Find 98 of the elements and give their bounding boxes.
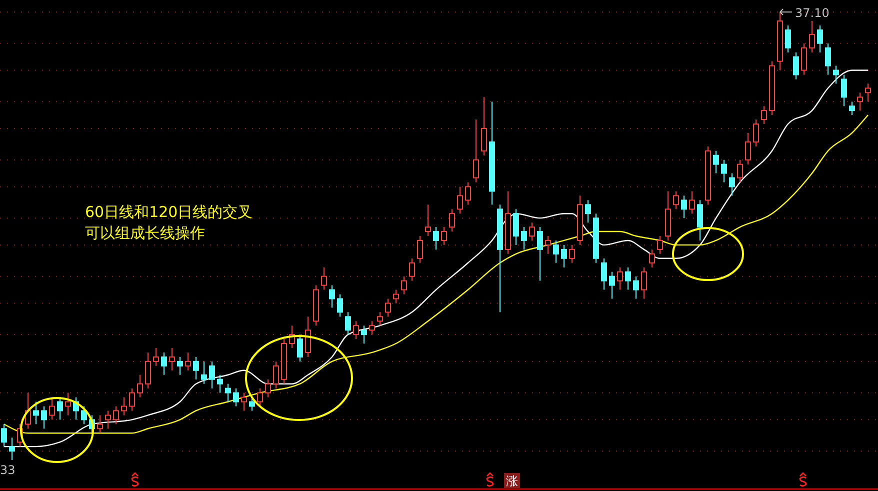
candlestick xyxy=(385,298,391,318)
candlestick xyxy=(49,396,55,420)
candlestick xyxy=(361,325,367,344)
candlestick xyxy=(105,410,111,430)
candlestick xyxy=(713,150,719,174)
candlestick xyxy=(201,360,207,384)
candlestick xyxy=(329,284,335,308)
candlestick xyxy=(209,360,215,389)
candlestick xyxy=(545,236,551,254)
candlestick xyxy=(473,119,479,183)
annotation: 可以组成长线操作 xyxy=(85,224,205,242)
candlestick xyxy=(193,356,199,380)
candlestick xyxy=(617,266,623,290)
candlestick xyxy=(305,316,311,358)
candlestick xyxy=(833,65,839,84)
candlestick xyxy=(345,312,351,336)
candlestick xyxy=(129,388,135,412)
candlestick xyxy=(377,312,383,326)
candlestick xyxy=(761,106,767,124)
candlestick xyxy=(369,320,375,336)
annotation: 37.10 xyxy=(795,6,830,20)
candlestick xyxy=(33,401,39,425)
candlestick xyxy=(513,208,519,246)
candlestick xyxy=(449,208,455,232)
candlestick xyxy=(257,388,263,407)
candlestick xyxy=(553,240,559,264)
candlestick xyxy=(433,226,439,250)
candlestick xyxy=(145,352,151,389)
candlestick xyxy=(817,24,823,53)
candlestick xyxy=(153,348,159,366)
candlestick xyxy=(585,200,591,224)
candlestick xyxy=(745,132,751,165)
candlestick xyxy=(601,258,607,290)
candlestick xyxy=(697,200,703,241)
candlestick xyxy=(441,226,447,246)
candlestick xyxy=(273,360,279,389)
candlestick xyxy=(569,244,575,264)
candlestick xyxy=(137,374,143,398)
candlestick xyxy=(97,414,103,434)
candlestick xyxy=(801,42,807,76)
candlestick xyxy=(753,119,759,147)
candlestick xyxy=(9,437,15,460)
candlestick xyxy=(177,356,183,376)
candlestick xyxy=(409,258,415,282)
candlestick xyxy=(81,406,87,425)
candlestick xyxy=(401,276,407,295)
candlestick xyxy=(417,236,423,264)
candlestick xyxy=(561,244,567,268)
candlestick xyxy=(57,396,63,420)
candlestick xyxy=(249,396,255,412)
candlestick xyxy=(841,74,847,107)
candlestick xyxy=(1,424,7,448)
candlestick xyxy=(217,374,223,394)
candlestick xyxy=(537,226,543,282)
candlestick xyxy=(457,186,463,214)
candlestick xyxy=(785,24,791,53)
candlestick xyxy=(169,348,175,371)
candlestick xyxy=(657,236,663,254)
candlestick xyxy=(113,406,119,425)
candlestick xyxy=(809,20,815,53)
candlestick xyxy=(633,276,639,300)
candlestick xyxy=(393,289,399,304)
candlestick xyxy=(865,83,871,102)
candlestick xyxy=(241,392,247,412)
candlestick xyxy=(849,101,855,116)
candlestick xyxy=(41,406,47,430)
candlestick xyxy=(625,266,631,290)
annotation: 60日线和120日线的交叉 xyxy=(85,203,253,221)
candlestick xyxy=(481,96,487,156)
candlestick xyxy=(121,396,127,416)
candlestick xyxy=(353,320,359,340)
candlestick xyxy=(649,248,655,268)
candlestick xyxy=(425,204,431,236)
candlestick xyxy=(673,190,679,210)
candlestick xyxy=(465,182,471,206)
candlestick xyxy=(297,334,303,362)
candlestick xyxy=(825,42,831,76)
candlestick xyxy=(265,378,271,398)
candlestick xyxy=(689,190,695,214)
candlestick xyxy=(65,392,71,416)
candlestick xyxy=(185,352,191,371)
candlestick xyxy=(233,388,239,407)
candlestick xyxy=(793,52,799,80)
candlestick xyxy=(609,271,615,300)
candlestick xyxy=(225,383,231,402)
candlestick xyxy=(729,172,735,196)
candlestick xyxy=(337,294,343,318)
candlestick xyxy=(521,226,527,250)
candlestick xyxy=(681,195,687,219)
candlestick xyxy=(321,266,327,290)
candlestick xyxy=(641,266,647,300)
candlestick xyxy=(737,159,743,183)
text: 涨 xyxy=(506,474,518,488)
text: 33 xyxy=(0,463,16,477)
candlestick xyxy=(161,352,167,376)
candlestick xyxy=(857,92,863,112)
candlestick xyxy=(529,222,535,241)
candlestick xyxy=(721,159,727,183)
